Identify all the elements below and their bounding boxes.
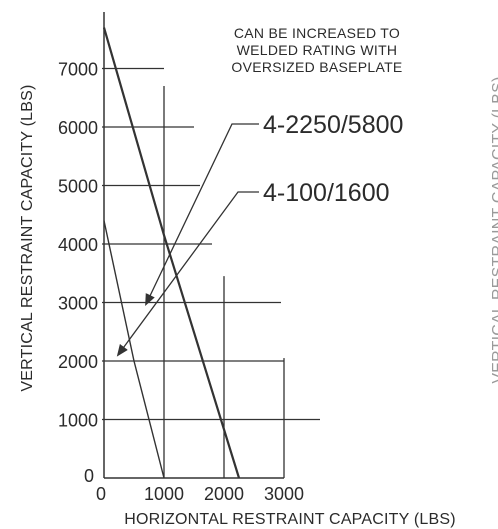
y-tick-label-1000: 1000 <box>58 411 98 431</box>
y-tick-label-6000: 6000 <box>58 118 98 138</box>
x-tick-label-2000: 2000 <box>204 484 244 504</box>
y-tick-label-0: 0 <box>84 466 94 486</box>
label-layer: HORIZONTAL RESTRAINT CAPACITY (LBS) VERTI… <box>19 25 498 528</box>
y-tick-label-5000: 5000 <box>58 177 98 197</box>
axis-layer: 0 1000 2000 3000 4000 5000 6000 7000 0 1000 2000 30… <box>58 12 304 504</box>
y-axis-title: VERTICAL RESTRAINT CAPACITY (LBS) <box>19 84 36 391</box>
series-label-2: 4-100/1600 <box>263 179 390 207</box>
annotation-line-3: OVERSIZED BASEPLATE <box>231 59 402 75</box>
annotation-line-1: CAN BE INCREASED TO <box>234 25 400 41</box>
series-label-1: 4-2250/5800 <box>263 111 403 139</box>
series-2-leader <box>116 191 259 357</box>
grid-layer <box>102 67 320 478</box>
x-tick-label-1000: 1000 <box>144 484 184 504</box>
x-axis-title: HORIZONTAL RESTRAINT CAPACITY (LBS) <box>124 511 456 528</box>
series-layer <box>102 27 241 479</box>
right-axis-title-clipped: VERTICAL RESTRAINT CAPACITY (LBS) <box>490 76 498 383</box>
x-tick-label-0: 0 <box>96 484 106 504</box>
x-tick-label-3000: 3000 <box>264 484 304 504</box>
series-line-1 <box>102 27 241 479</box>
y-tick-label-7000: 7000 <box>58 60 98 80</box>
y-tick-label-3000: 3000 <box>58 294 98 314</box>
y-tick-label-2000: 2000 <box>58 352 98 372</box>
annotation-line-2: WELDED RATING WITH <box>237 42 398 58</box>
y-tick-label-4000: 4000 <box>58 235 98 255</box>
series-1-leader <box>145 123 259 307</box>
series-line-2 <box>103 220 165 479</box>
